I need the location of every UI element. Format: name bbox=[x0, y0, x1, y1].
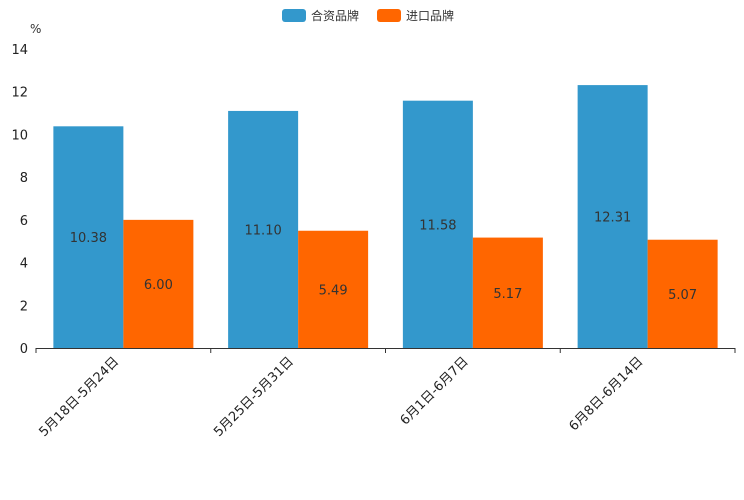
y-axis: 0 2 4 6 8 10 12 14 bbox=[11, 43, 28, 357]
bar-0-2 bbox=[402, 100, 473, 348]
data-label: 11.58 bbox=[419, 218, 456, 233]
y-tick-label: 14 bbox=[11, 43, 28, 58]
x-tick-label: 6月1日-6月7日 bbox=[398, 354, 472, 428]
data-label: 5.49 bbox=[319, 283, 348, 298]
bar-0-1 bbox=[228, 110, 299, 348]
y-axis-unit-label: % bbox=[30, 22, 41, 36]
data-label: 5.17 bbox=[493, 287, 522, 302]
bar-1-1 bbox=[298, 230, 369, 348]
legend-label-1[interactable]: 进口品牌 bbox=[406, 9, 454, 23]
data-label: 6.00 bbox=[144, 278, 173, 293]
bars: 10.38 6.00 11.10 5.49 11.58 5.17 12.31 5.07 bbox=[53, 85, 718, 349]
bar-0-3 bbox=[577, 85, 648, 349]
bar-1-3 bbox=[647, 239, 718, 348]
x-tick-label: 5月18日-5月24日 bbox=[36, 354, 122, 440]
bar-1-2 bbox=[472, 237, 543, 348]
y-tick-label: 8 bbox=[20, 171, 28, 186]
y-tick-label: 4 bbox=[20, 257, 28, 272]
legend-swatch-0[interactable] bbox=[282, 9, 306, 22]
legend: 合资品牌 进口品牌 bbox=[282, 8, 454, 23]
y-tick-label: 6 bbox=[20, 214, 28, 229]
bar-1-0 bbox=[123, 219, 194, 348]
x-tick-label: 6月8日-6月14日 bbox=[567, 354, 647, 434]
data-label: 11.10 bbox=[245, 223, 282, 238]
y-tick-label: 10 bbox=[11, 128, 28, 143]
bar-0-0 bbox=[53, 126, 124, 348]
x-axis: 5月18日-5月24日 5月25日-5月31日 6月1日-6月7日 6月8日-6月14… bbox=[35, 348, 736, 440]
x-tick-label: 5月25日-5月31日 bbox=[211, 354, 297, 440]
data-label: 5.07 bbox=[668, 288, 697, 303]
y-tick-label: 2 bbox=[20, 299, 28, 314]
y-tick-label: 12 bbox=[11, 86, 28, 101]
legend-swatch-1[interactable] bbox=[377, 9, 401, 22]
data-label: 12.31 bbox=[594, 211, 631, 226]
legend-label-0[interactable]: 合资品牌 bbox=[311, 8, 359, 23]
y-tick-label: 0 bbox=[20, 342, 28, 357]
data-label: 10.38 bbox=[70, 231, 107, 246]
